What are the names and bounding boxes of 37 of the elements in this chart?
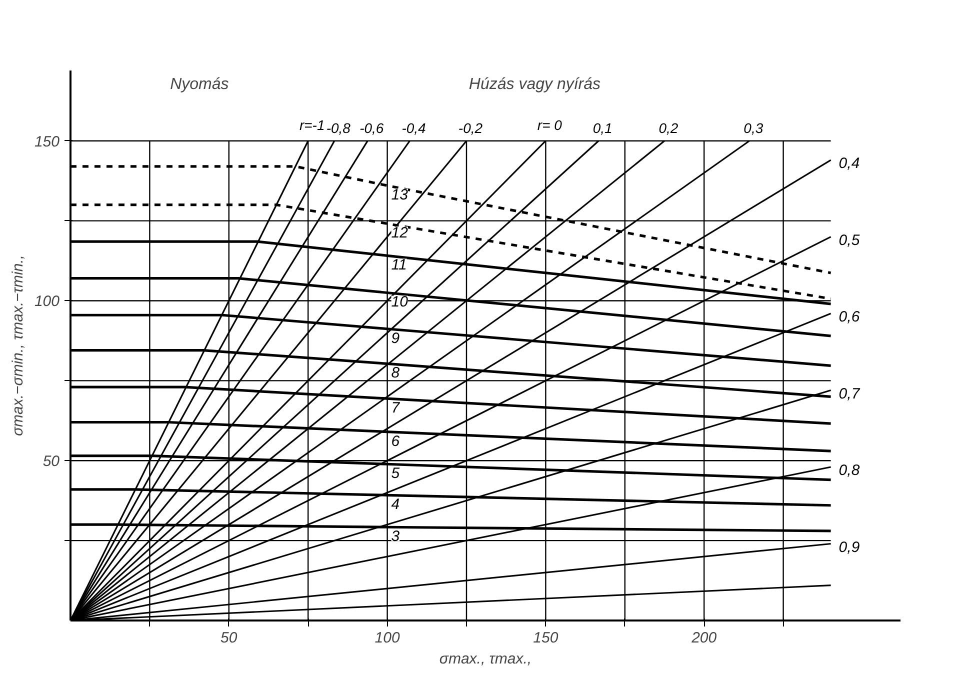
series-label: 0,9 (838, 538, 860, 556)
series-label: 0,5 (838, 232, 860, 249)
series-label: 0,1 (592, 120, 612, 136)
series-label: 0,2 (658, 120, 678, 136)
series-label: 0,7 (838, 385, 860, 402)
series-label: 6 (391, 432, 400, 450)
series-label: 7 (391, 400, 400, 417)
x-tick-label: 200 (690, 630, 718, 646)
x-tick-label: 150 (533, 630, 559, 646)
y-tick-label: 150 (34, 133, 60, 150)
x-tick-label: 50 (220, 630, 238, 646)
series-label: 9 (391, 330, 400, 347)
series-label: 0,6 (838, 308, 860, 326)
series-label: 0,8 (838, 462, 860, 480)
series-label: 4 (391, 496, 400, 514)
y-tick-label: 100 (34, 293, 60, 310)
y-tick-label: 50 (42, 453, 60, 470)
series-label: 8 (391, 364, 400, 382)
series-label: 13 (391, 186, 409, 204)
series-label: 5 (391, 465, 400, 482)
series-label: 0,3 (744, 120, 764, 136)
annotation: Húzás vagy nyírás (468, 76, 601, 93)
series-label: -0,4 (402, 120, 426, 136)
series-label: 3 (391, 528, 400, 546)
x-tick-label: 100 (374, 630, 400, 646)
series-label: -0,8 (326, 120, 351, 136)
series-label: 11 (391, 256, 407, 274)
series-label: -0,6 (360, 120, 384, 136)
series-label: r= 0 (537, 116, 562, 133)
series-label: 10 (391, 294, 409, 311)
y-axis-title: σmax.−σmin., τmax.−τmin., (9, 254, 26, 436)
series-label: r=-1 (299, 116, 325, 133)
x-axis-title: σmax., τmax., (439, 650, 532, 668)
annotation: Nyomás (170, 76, 229, 93)
series-label: 12 (391, 224, 409, 242)
series-label: -0,2 (458, 120, 483, 136)
series-label: 0,4 (838, 155, 860, 172)
